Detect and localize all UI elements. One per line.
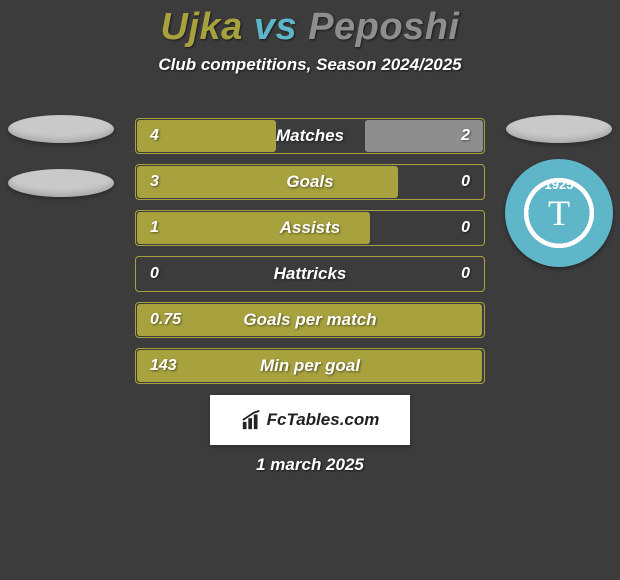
branding-box: FcTables.com (210, 395, 410, 445)
stat-row: 1 0 Assists (135, 210, 485, 246)
stat-label: Assists (280, 218, 340, 238)
stat-row: 3 0 Goals (135, 164, 485, 200)
stat-left-value: 4 (150, 127, 159, 145)
right-badges: 1925 T (504, 115, 614, 267)
stat-right-value: 2 (461, 127, 470, 145)
stat-left-value: 143 (150, 357, 177, 375)
club-letter: T (548, 192, 570, 234)
stat-label: Goals (286, 172, 333, 192)
stat-left-value: 0 (150, 265, 159, 283)
stat-label: Hattricks (274, 264, 347, 284)
right-club-logo: 1925 T (505, 159, 613, 267)
stat-right-value: 0 (461, 219, 470, 237)
left-ellipse-1 (8, 115, 114, 143)
left-badges (6, 115, 116, 197)
date-text: 1 march 2025 (0, 455, 620, 475)
stat-row: 143 Min per goal (135, 348, 485, 384)
stat-row: 0 0 Hattricks (135, 256, 485, 292)
stat-right-value: 0 (461, 173, 470, 191)
branding-text: FcTables.com (267, 410, 380, 430)
stat-left-value: 1 (150, 219, 159, 237)
stat-left-value: 0.75 (150, 311, 181, 329)
left-ellipse-2 (8, 169, 114, 197)
vs-text: vs (254, 6, 297, 48)
bar-left (137, 166, 398, 198)
player1-name: Ujka (161, 6, 243, 48)
stat-left-value: 3 (150, 173, 159, 191)
page-title: Ujka vs Peposhi (0, 0, 620, 49)
stat-label: Min per goal (260, 356, 360, 376)
subtitle: Club competitions, Season 2024/2025 (0, 55, 620, 75)
right-ellipse (506, 115, 612, 143)
stat-row: 4 2 Matches (135, 118, 485, 154)
stat-label: Goals per match (243, 310, 376, 330)
player2-name: Peposhi (308, 6, 459, 48)
stat-label: Matches (276, 126, 344, 146)
branding-icon (241, 409, 263, 431)
club-year: 1925 (545, 177, 574, 192)
stat-row: 0.75 Goals per match (135, 302, 485, 338)
stats-container: 4 2 Matches 3 0 Goals 1 0 Assists 0 0 Hattricks 0.75… (135, 118, 485, 394)
stat-right-value: 0 (461, 265, 470, 283)
